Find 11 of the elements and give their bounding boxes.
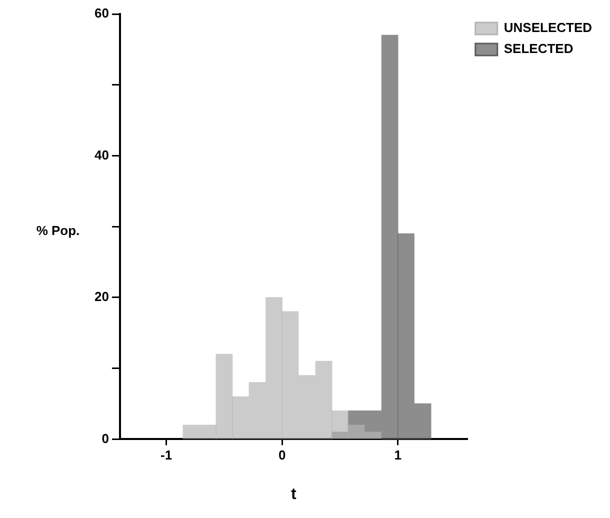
y-tick-label: 0 [102,430,109,446]
y-tick-label: 60 [94,6,109,21]
y-tick-label: 20 [94,289,109,304]
x-tick-label: 0 [278,448,286,463]
legend-label: SELECTED [504,41,574,56]
y-tick-label: 40 [94,147,109,162]
x-tick-label: -1 [160,448,172,463]
legend-label: UNSELECTED [504,20,592,36]
y-axis-title: % Pop. [36,223,80,238]
x-tick-label: 1 [394,448,402,463]
x-axis-title: t [291,486,298,503]
